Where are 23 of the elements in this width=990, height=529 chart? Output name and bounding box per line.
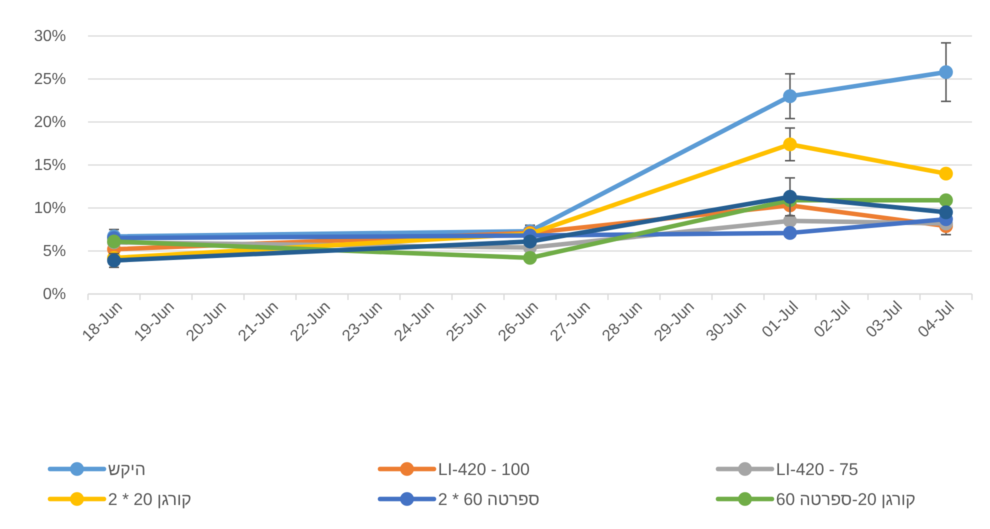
y-tick-label: 25% — [34, 71, 66, 88]
y-tick-label: 20% — [34, 114, 66, 132]
point — [783, 137, 797, 152]
point — [939, 166, 953, 180]
y-tick-label: 30% — [34, 28, 66, 46]
point — [523, 250, 537, 265]
y-tick-label: 10% — [34, 200, 66, 218]
legend-label: קורגן 20 * 2 — [108, 490, 192, 509]
point — [783, 226, 797, 240]
y-tick-label: 15% — [34, 157, 66, 174]
point — [939, 65, 953, 80]
y-tick-label: 0% — [42, 286, 66, 304]
point — [939, 205, 953, 220]
y-tick-label: 5% — [42, 243, 66, 260]
legend-label: LI-420 - 75 — [776, 460, 858, 479]
point — [939, 193, 953, 208]
legend-label: LI-420 - 100 — [438, 460, 530, 479]
legend-label: היקש — [108, 460, 146, 479]
legend-label: ספרטה 60 * 2 — [438, 490, 540, 509]
point — [523, 234, 537, 248]
point — [783, 190, 797, 204]
point — [783, 89, 797, 104]
legend-label: קורגן 20-ספרטה 60 — [776, 490, 916, 509]
